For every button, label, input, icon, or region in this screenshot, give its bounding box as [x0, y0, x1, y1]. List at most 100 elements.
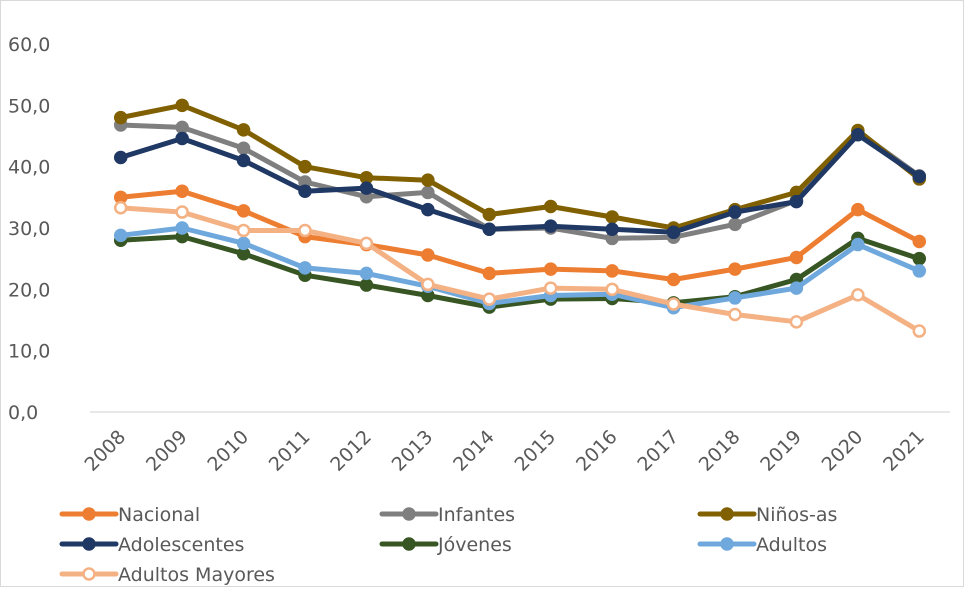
data-point — [421, 248, 435, 262]
data-point — [605, 264, 619, 278]
series-line — [118, 132, 922, 235]
series-adultos-mayores — [113, 201, 927, 338]
data-point — [236, 236, 251, 251]
data-point — [789, 315, 804, 329]
data-point — [728, 291, 742, 305]
series-line — [118, 188, 922, 282]
data-point — [789, 250, 804, 265]
y-tick-label: 50,0 — [8, 95, 50, 117]
data-point — [605, 282, 619, 297]
legend-swatch-marker — [82, 537, 96, 551]
legend-label: Jóvenes — [437, 534, 512, 556]
data-point — [359, 181, 374, 195]
data-point — [113, 201, 128, 215]
data-point — [482, 292, 497, 306]
data-point — [543, 281, 558, 295]
legend-swatch-marker — [82, 507, 96, 521]
data-point — [298, 159, 312, 174]
data-point — [359, 278, 374, 292]
legend-swatch-marker — [82, 567, 96, 581]
legend-label: Adultos Mayores — [118, 564, 275, 586]
data-point — [175, 205, 189, 219]
legend-label: Adolescentes — [118, 534, 244, 556]
legend-item-ninos-as: Niños-as — [697, 504, 837, 526]
legend-item-nacional: Nacional — [59, 504, 200, 526]
data-point — [912, 324, 927, 338]
legend-label: Niños-as — [756, 504, 837, 526]
legend-swatch-marker — [402, 507, 416, 521]
series-adultos — [113, 221, 927, 315]
data-point — [789, 281, 804, 295]
series-line — [118, 225, 922, 311]
legend-swatch-marker — [720, 507, 734, 521]
data-point — [912, 169, 927, 184]
data-point — [421, 173, 435, 187]
legend-item-adultos-mayores: Adultos Mayores — [59, 564, 275, 586]
data-point — [359, 266, 374, 281]
series-line — [118, 102, 922, 231]
data-point — [236, 141, 251, 156]
data-point — [605, 210, 619, 224]
legend-item-adultos: Adultos — [697, 534, 827, 556]
legend-label: Infantes — [438, 504, 515, 526]
y-tick-label: 60,0 — [8, 34, 50, 56]
data-point — [543, 199, 558, 214]
y-tick-label: 10,0 — [8, 341, 50, 363]
data-point — [113, 110, 128, 125]
y-axis: 0,0 10,0 20,0 30,0 40,0 50,0 60,0 — [8, 34, 50, 424]
data-point — [728, 262, 742, 276]
y-tick-label: 40,0 — [8, 157, 50, 179]
data-point — [175, 98, 189, 113]
legend-item-jovenes: Jóvenes — [379, 534, 512, 556]
data-point — [421, 185, 435, 200]
legend: Nacional Infantes Niños-as Adolescentes Jóve… — [59, 504, 837, 586]
data-point — [851, 237, 865, 252]
data-point — [421, 277, 435, 292]
data-point — [236, 153, 251, 168]
data-point — [789, 194, 804, 209]
data-point — [113, 228, 128, 243]
legend-swatch-marker — [402, 537, 416, 551]
data-point — [912, 234, 927, 249]
data-point — [236, 223, 251, 238]
data-point — [666, 272, 681, 287]
legend-label: Nacional — [118, 504, 200, 526]
data-point — [728, 307, 742, 322]
data-point — [912, 264, 927, 278]
data-point — [912, 251, 927, 266]
legend-item-infantes: Infantes — [379, 504, 515, 526]
data-point — [113, 150, 128, 165]
data-point — [482, 207, 497, 222]
y-tick-label: 0,0 — [8, 402, 38, 424]
data-point — [175, 184, 189, 198]
y-tick-label: 20,0 — [8, 279, 50, 301]
data-point — [236, 123, 251, 137]
series-nacional — [113, 184, 927, 287]
data-point — [175, 131, 189, 146]
series-line — [118, 205, 922, 334]
series-adolescentes — [113, 128, 927, 240]
y-tick-label: 30,0 — [8, 218, 50, 240]
data-point — [359, 236, 374, 251]
data-point — [236, 204, 251, 218]
data-point — [298, 184, 312, 198]
data-point — [175, 120, 189, 135]
data-point — [851, 288, 865, 302]
data-point — [728, 205, 742, 219]
data-point — [482, 266, 497, 281]
data-point — [298, 223, 312, 238]
data-point — [421, 202, 435, 217]
series-line — [118, 234, 922, 310]
data-point — [482, 222, 497, 236]
data-point — [175, 221, 189, 235]
data-point — [851, 128, 865, 142]
legend-swatch-marker — [720, 537, 734, 551]
plot-series — [113, 98, 927, 338]
data-point — [666, 225, 681, 240]
data-point — [543, 219, 558, 233]
legend-label: Adultos — [756, 534, 827, 556]
data-point — [728, 217, 742, 232]
